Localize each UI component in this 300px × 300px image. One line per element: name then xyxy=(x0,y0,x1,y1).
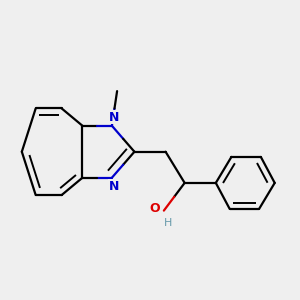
Text: O: O xyxy=(150,202,160,215)
Text: N: N xyxy=(108,111,119,124)
Text: H: H xyxy=(164,218,172,227)
Text: N: N xyxy=(108,180,119,193)
